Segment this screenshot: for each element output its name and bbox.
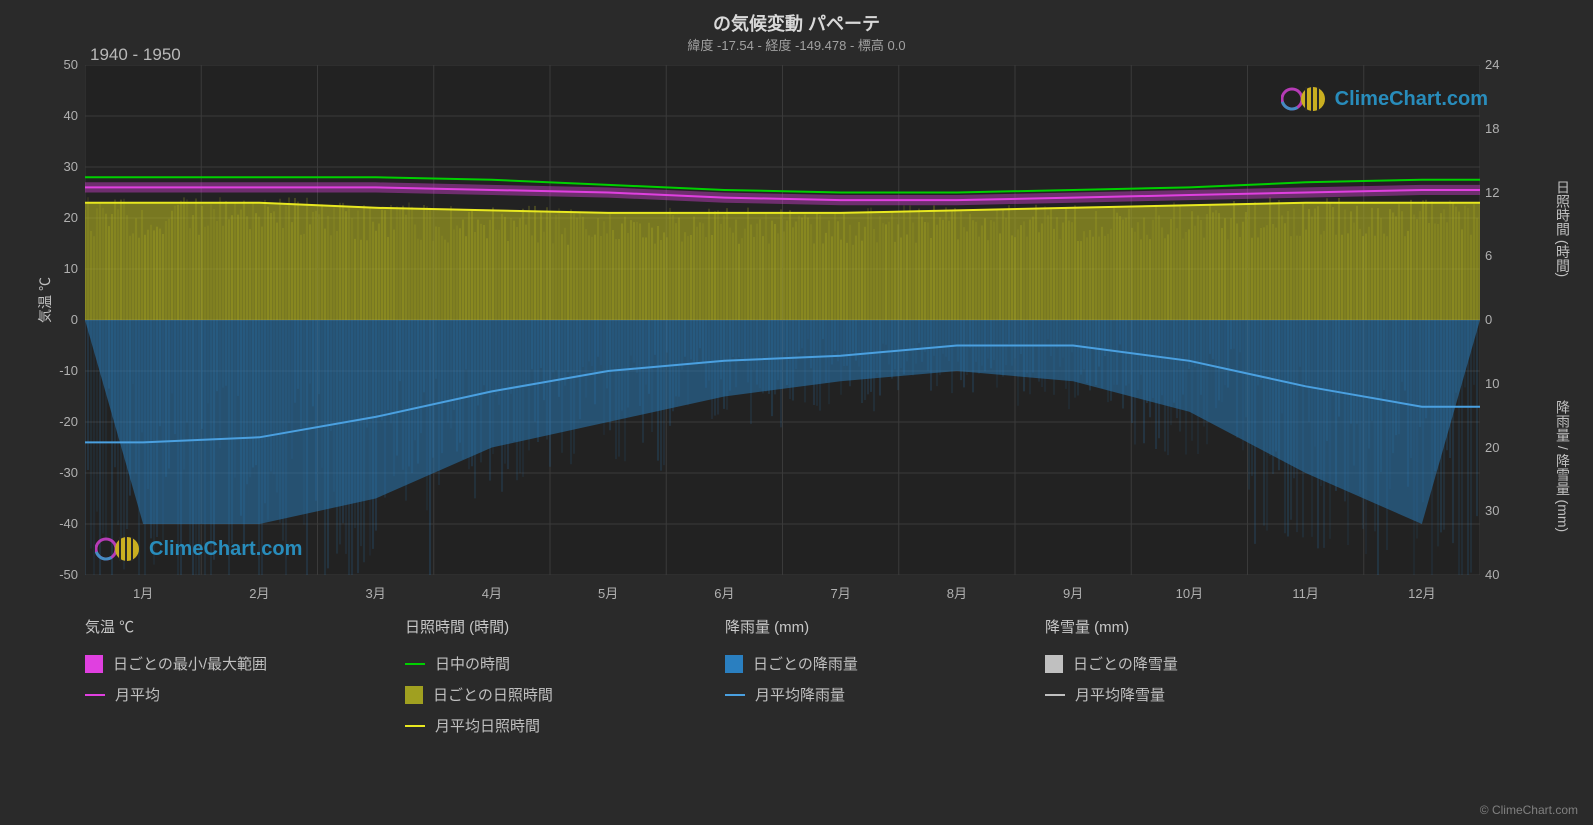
legend-label: 日ごとの降雪量	[1073, 653, 1178, 674]
chart-title: の気候変動 パペーテ	[713, 10, 880, 36]
legend-item: 月平均日照時間	[405, 715, 665, 736]
chart-svg	[85, 65, 1480, 575]
y-tick-left: -10	[28, 363, 78, 378]
y-tick-left: -20	[28, 414, 78, 429]
x-tick: 4月	[482, 583, 502, 602]
legend-item: 日中の時間	[405, 653, 665, 674]
legend-header: 気温 ℃	[85, 616, 345, 637]
watermark-top: ClimeChart.com	[1281, 85, 1488, 113]
legend-item: 月平均降雨量	[725, 684, 985, 705]
y-tick-left: 50	[28, 57, 78, 72]
legend-swatch	[85, 694, 105, 696]
legend-group: 降雨量 (mm) 日ごとの降雨量月平均降雨量	[725, 616, 985, 736]
legend-label: 月平均	[115, 684, 160, 705]
x-tick: 2月	[249, 583, 269, 602]
legend-header: 日照時間 (時間)	[405, 616, 665, 637]
legend-label: 日ごとの降雨量	[753, 653, 858, 674]
watermark-text: ClimeChart.com	[1335, 88, 1488, 111]
legend-header: 降雨量 (mm)	[725, 616, 985, 637]
legend-swatch	[405, 725, 425, 727]
y-tick-left: 40	[28, 108, 78, 123]
y-tick-right: 40	[1485, 567, 1499, 582]
y-tick-right: 30	[1485, 503, 1499, 518]
y-tick-right: 18	[1485, 121, 1499, 136]
legend-swatch	[725, 655, 743, 673]
legend-swatch	[725, 694, 745, 696]
x-tick: 9月	[1063, 583, 1083, 602]
climechart-logo-icon	[1281, 85, 1327, 113]
legend-swatch	[405, 663, 425, 665]
legend-swatch	[405, 686, 423, 704]
watermark-bottom: ClimeChart.com	[95, 535, 302, 563]
legend-header: 降雪量 (mm)	[1045, 616, 1305, 637]
legend-item: 月平均	[85, 684, 345, 705]
x-tick: 3月	[366, 583, 386, 602]
x-tick: 7月	[831, 583, 851, 602]
chart-plot-area	[85, 65, 1480, 575]
legend-item: 月平均降雪量	[1045, 684, 1305, 705]
legend-group: 日照時間 (時間) 日中の時間日ごとの日照時間月平均日照時間	[405, 616, 665, 736]
x-tick: 8月	[947, 583, 967, 602]
legend-item: 日ごとの降雪量	[1045, 653, 1305, 674]
legend-label: 月平均降雨量	[755, 684, 845, 705]
y-tick-left: -30	[28, 465, 78, 480]
legend: 気温 ℃ 日ごとの最小/最大範囲月平均 日照時間 (時間) 日中の時間日ごとの日照時間…	[85, 616, 1485, 736]
y-right-axis-label-top: 日照時間 (時間)	[1553, 180, 1573, 277]
x-tick: 11月	[1292, 583, 1319, 602]
y-tick-left: 30	[28, 159, 78, 174]
climechart-logo-icon	[95, 535, 141, 563]
watermark-text: ClimeChart.com	[149, 538, 302, 561]
y-right-axis-label-bottom: 降雨量 / 降雪量 (mm)	[1553, 400, 1573, 532]
legend-label: 日ごとの最小/最大範囲	[113, 653, 267, 674]
y-tick-right: 0	[1485, 312, 1492, 327]
y-tick-left: 10	[28, 261, 78, 276]
legend-swatch	[1045, 655, 1063, 673]
legend-group: 気温 ℃ 日ごとの最小/最大範囲月平均	[85, 616, 345, 736]
copyright: © ClimeChart.com	[1480, 803, 1578, 817]
x-tick: 6月	[714, 583, 734, 602]
chart-subtitle: 緯度 -17.54 - 経度 -149.478 - 標高 0.0	[687, 35, 905, 54]
legend-item: 日ごとの日照時間	[405, 684, 665, 705]
y-tick-left: 0	[28, 312, 78, 327]
legend-label: 月平均降雪量	[1075, 684, 1165, 705]
x-tick: 1月	[133, 583, 153, 602]
legend-swatch	[1045, 694, 1065, 696]
y-tick-right: 20	[1485, 440, 1499, 455]
legend-swatch	[85, 655, 103, 673]
x-tick: 12月	[1408, 583, 1435, 602]
y-tick-left: -40	[28, 516, 78, 531]
y-tick-right: 12	[1485, 185, 1499, 200]
legend-label: 日ごとの日照時間	[433, 684, 553, 705]
x-tick: 10月	[1176, 583, 1203, 602]
legend-label: 月平均日照時間	[435, 715, 540, 736]
y-tick-left: 20	[28, 210, 78, 225]
y-tick-right: 6	[1485, 248, 1492, 263]
legend-item: 日ごとの最小/最大範囲	[85, 653, 345, 674]
y-tick-right: 10	[1485, 376, 1499, 391]
legend-group: 降雪量 (mm) 日ごとの降雪量月平均降雪量	[1045, 616, 1305, 736]
legend-label: 日中の時間	[435, 653, 510, 674]
y-tick-left: -50	[28, 567, 78, 582]
y-tick-right: 24	[1485, 57, 1499, 72]
x-tick: 5月	[598, 583, 618, 602]
legend-item: 日ごとの降雨量	[725, 653, 985, 674]
period-label: 1940 - 1950	[90, 45, 181, 65]
